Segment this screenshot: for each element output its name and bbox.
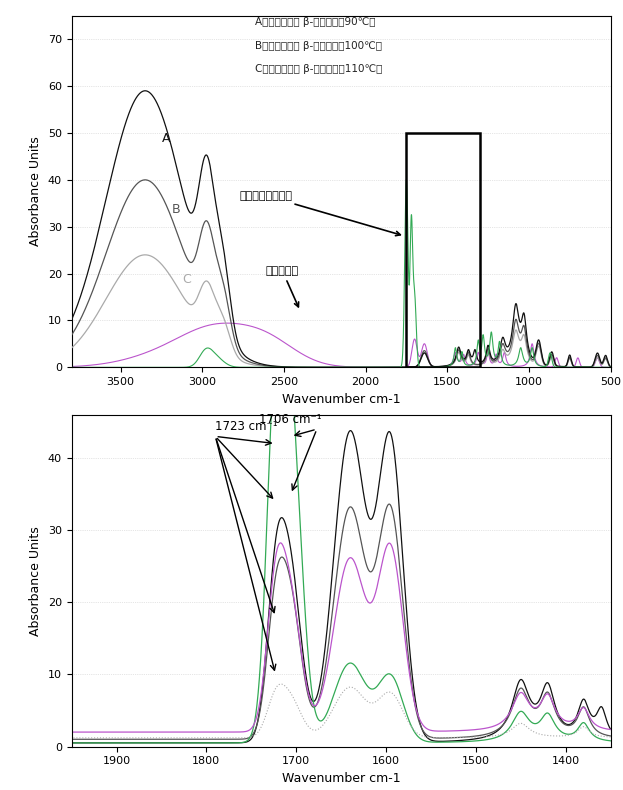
Text: A：頃丁烯二酸 β-环糊精酯（90℃）: A：頃丁烯二酸 β-环糊精酯（90℃）	[255, 17, 375, 27]
Y-axis label: Absorbance Units: Absorbance Units	[29, 526, 42, 635]
Text: A: A	[161, 133, 170, 145]
Text: 頃丁烯二酸: 頃丁烯二酸	[266, 265, 299, 307]
Text: 1706 cm⁻¹: 1706 cm⁻¹	[259, 412, 321, 426]
Y-axis label: Absorbance Units: Absorbance Units	[29, 137, 42, 246]
Text: B: B	[171, 203, 180, 216]
Text: C：頃丁烯二酸 β-环糊精酯（110℃）: C：頃丁烯二酸 β-环糊精酯（110℃）	[255, 64, 382, 74]
X-axis label: Wavenumber cm-1: Wavenumber cm-1	[282, 772, 401, 784]
Text: 1723 cm⁻¹: 1723 cm⁻¹	[216, 419, 278, 433]
Text: C: C	[183, 273, 191, 286]
Text: B：頃丁烯二酸 β-环糊精酯（100℃）: B：頃丁烯二酸 β-环糊精酯（100℃）	[255, 40, 381, 51]
Text: 頃丁烯二酸单乙酯: 頃丁烯二酸单乙酯	[239, 190, 401, 235]
X-axis label: Wavenumber cm-1: Wavenumber cm-1	[282, 393, 401, 405]
Bar	[406, 133, 480, 367]
